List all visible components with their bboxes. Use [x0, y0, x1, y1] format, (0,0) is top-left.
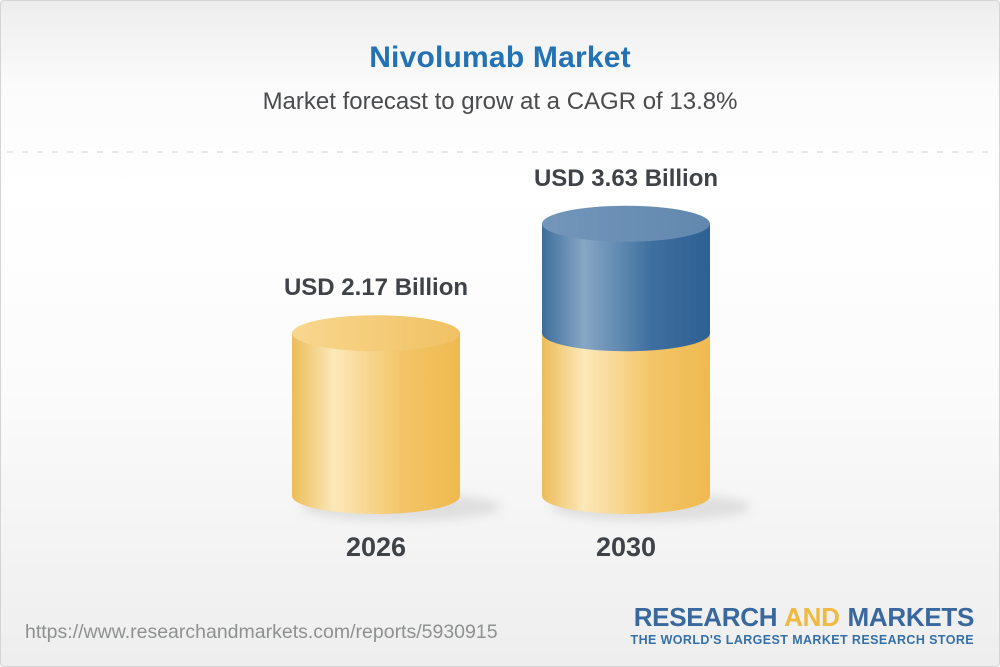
- bar-category-label-2026: 2026: [345, 532, 407, 562]
- logo-word-research: RESEARCH: [633, 602, 778, 632]
- research-and-markets-logo: RESEARCH AND MARKETS THE WORLD'S LARGEST…: [630, 602, 975, 648]
- bar-value-label-2026: USD 2.17 Billion: [283, 274, 469, 302]
- logo-word-markets: MARKETS: [847, 602, 975, 632]
- logo-wordmark: RESEARCH AND MARKETS: [631, 602, 975, 632]
- dotted-divider: [7, 151, 993, 153]
- chart-title: Nivolumab Market: [369, 41, 631, 74]
- logo-tagline: THE WORLD'S LARGEST MARKET RESEARCH STOR…: [630, 633, 974, 647]
- bar-value-label-2030: USD 3.63 Billion: [533, 164, 719, 192]
- report-url-link[interactable]: https://www.researchandmarkets.com/repor…: [25, 621, 498, 643]
- logo-word-and: AND: [784, 602, 840, 632]
- chart-subtitle: Market forecast to grow at a CAGR of 13.…: [262, 88, 738, 115]
- bar-category-label-2030: 2030: [595, 532, 657, 562]
